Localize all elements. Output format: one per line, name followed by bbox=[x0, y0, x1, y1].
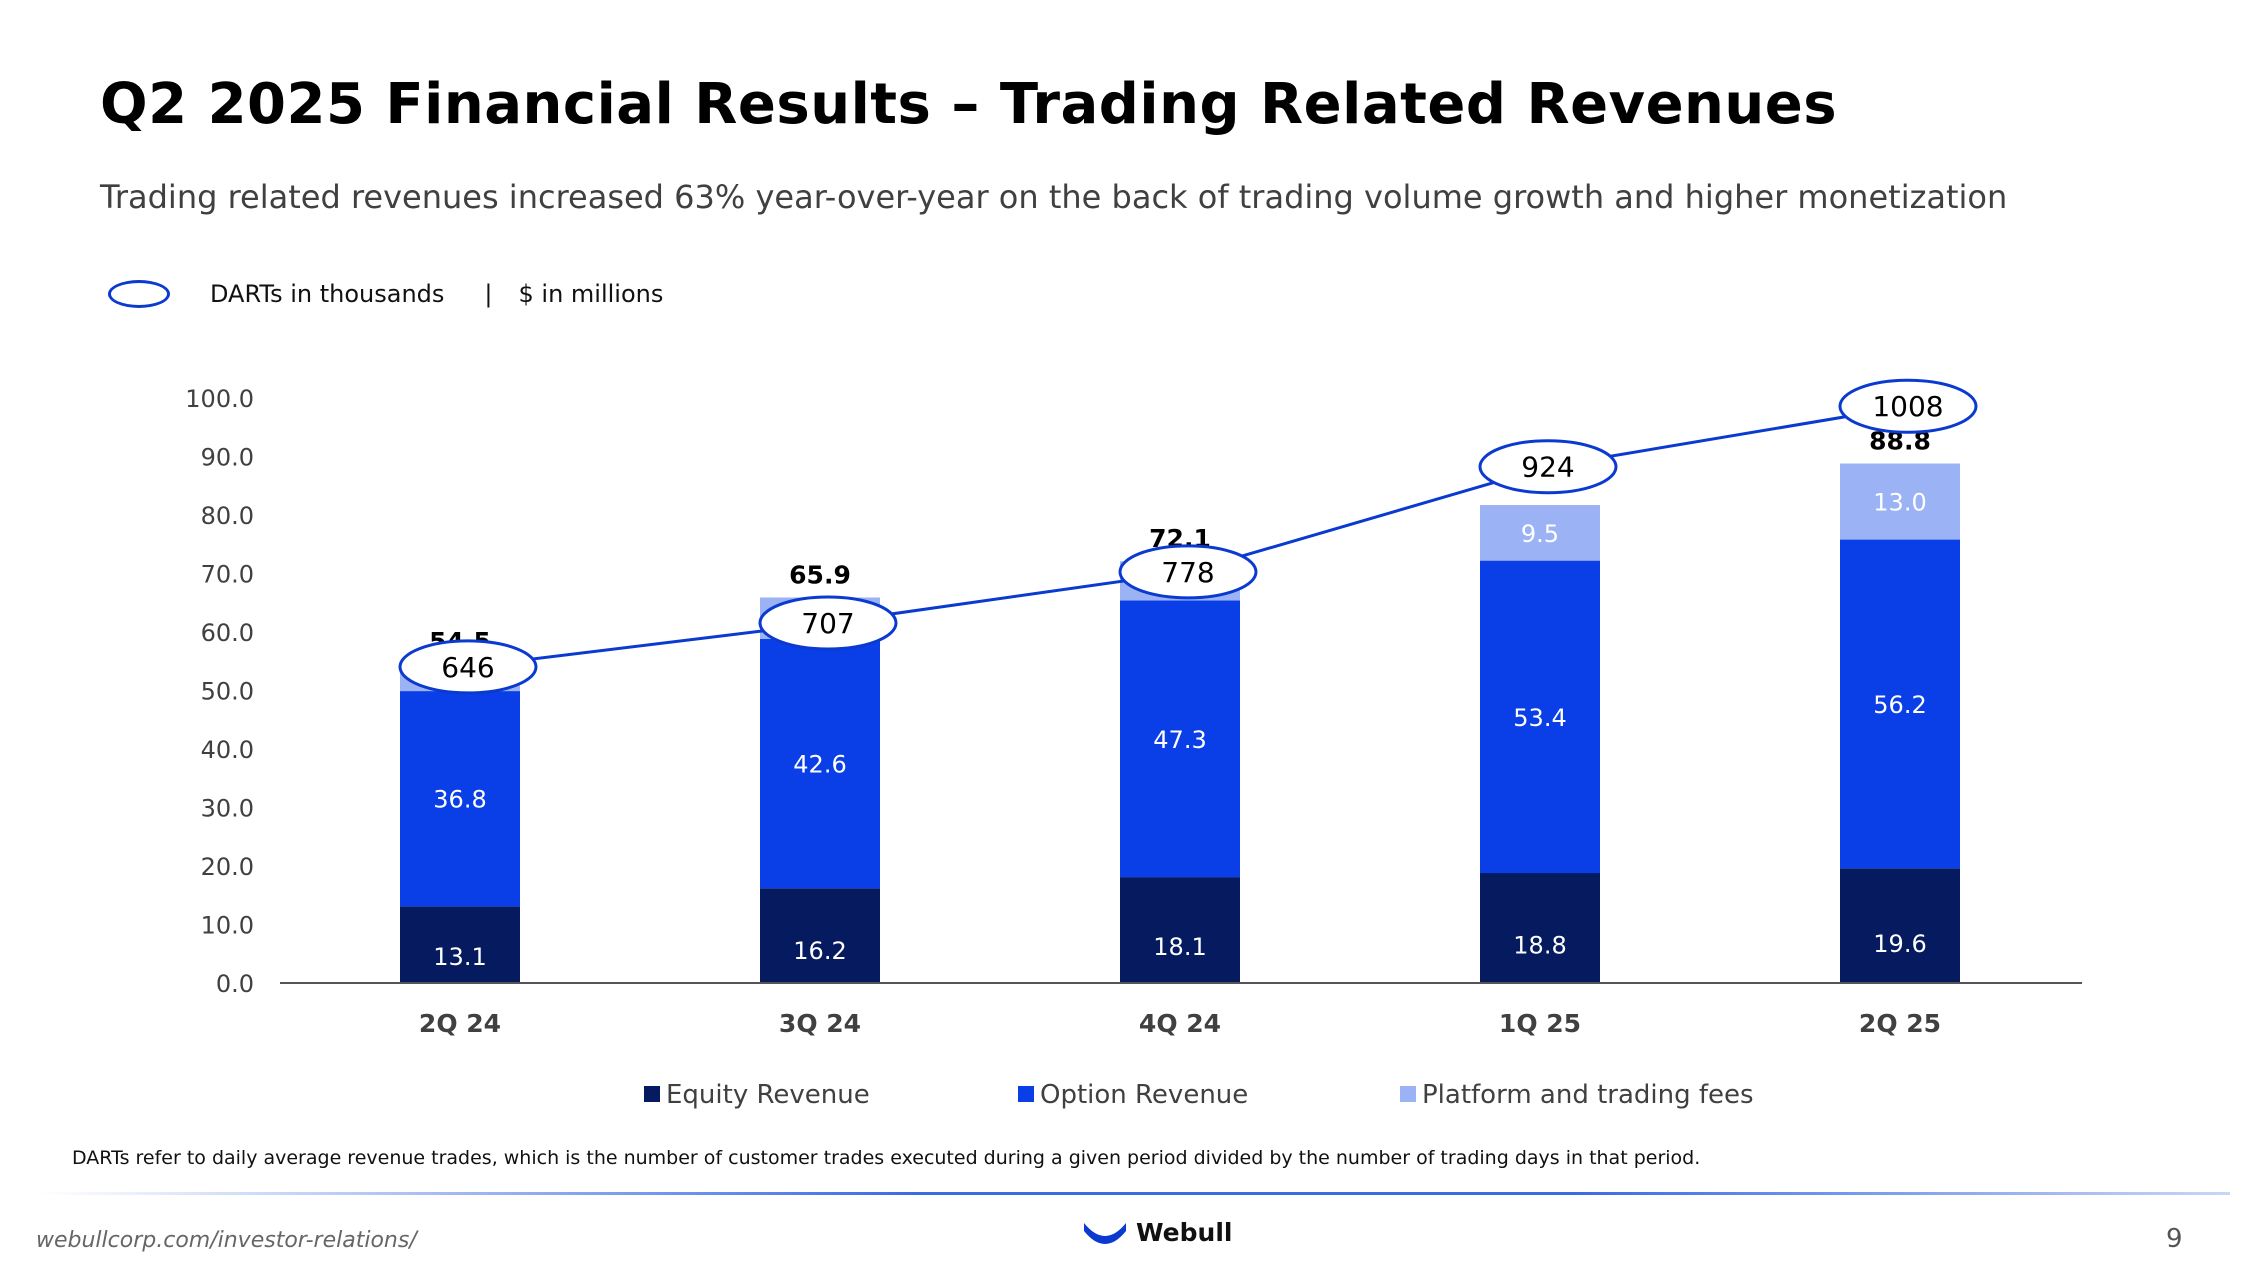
y-tick-label: 10.0 bbox=[201, 912, 254, 940]
footer-divider bbox=[40, 1192, 2230, 1195]
legend-label: Platform and trading fees bbox=[1422, 1080, 1754, 1110]
legend-swatch bbox=[1018, 1086, 1034, 1102]
page-title: Q2 2025 Financial Results – Trading Rela… bbox=[100, 72, 1838, 137]
legend-label: Equity Revenue bbox=[666, 1080, 870, 1110]
x-tick-label: 2Q 25 bbox=[1859, 1009, 1941, 1038]
units-label: $ in millions bbox=[518, 280, 664, 308]
bar-segment-option bbox=[1480, 560, 1600, 874]
bar-segment-platform bbox=[1840, 463, 1960, 540]
bar-segment-option bbox=[760, 639, 880, 889]
y-tick-label: 90.0 bbox=[201, 444, 254, 472]
bar-value-label: 42.6 bbox=[793, 751, 846, 779]
bar-segment-equity bbox=[760, 888, 880, 983]
bar-segment-equity bbox=[1120, 877, 1240, 983]
darts-value-label: 1008 bbox=[1872, 390, 1943, 423]
y-tick-label: 60.0 bbox=[201, 619, 254, 647]
y-tick-label: 80.0 bbox=[201, 502, 254, 530]
webull-logo-icon bbox=[1084, 1222, 1126, 1244]
legend-separator: | bbox=[484, 280, 493, 308]
trading-revenue-chart: 0.0 10.0 20.0 30.0 40.0 50.0 60.0 70.0 80.0 90.0 1… bbox=[185, 378, 2082, 1110]
footnote: DARTs refer to daily average revenue tra… bbox=[72, 1147, 1701, 1169]
bar-value-label: 56.2 bbox=[1873, 691, 1926, 719]
darts-oval-icon bbox=[108, 280, 170, 308]
bar-value-label: 18.1 bbox=[1153, 933, 1206, 961]
bar-value-label: 53.4 bbox=[1513, 704, 1566, 732]
units-legend: DARTs in thousands | $ in millions bbox=[108, 274, 663, 314]
footer-url[interactable]: webullcorp.com/investor-relations/ bbox=[36, 1228, 417, 1253]
y-tick-label: 50.0 bbox=[201, 678, 254, 706]
y-tick-label: 30.0 bbox=[201, 795, 254, 823]
darts-marker bbox=[758, 595, 898, 651]
x-tick-label: 2Q 24 bbox=[419, 1009, 501, 1038]
x-tick-label: 1Q 25 bbox=[1499, 1009, 1581, 1038]
x-tick-label: 4Q 24 bbox=[1139, 1009, 1221, 1038]
bar-segment-option bbox=[1120, 600, 1240, 878]
page-number: 9 bbox=[2166, 1224, 2183, 1254]
page-subtitle: Trading related revenues increased 63% y… bbox=[100, 178, 2008, 216]
legend-label: Option Revenue bbox=[1040, 1080, 1248, 1110]
bar-value-label: 18.8 bbox=[1513, 932, 1566, 960]
darts-value-label: 924 bbox=[1521, 451, 1574, 484]
bar-segment-platform bbox=[1480, 505, 1600, 561]
bar-value-label: 13.0 bbox=[1873, 489, 1926, 517]
darts-value-label: 646 bbox=[441, 651, 494, 684]
bar-value-label: 47.3 bbox=[1153, 726, 1206, 754]
darts-value-label: 707 bbox=[801, 607, 854, 640]
bar-segment-equity bbox=[1480, 873, 1600, 983]
bar-value-label: 9.5 bbox=[1521, 520, 1559, 548]
darts-legend-label: DARTs in thousands bbox=[210, 280, 445, 308]
y-tick-label: 40.0 bbox=[201, 736, 254, 764]
bar-value-label: 16.2 bbox=[793, 937, 846, 965]
bar-value-label: 13.1 bbox=[433, 943, 486, 971]
bar-value-label: 19.6 bbox=[1873, 930, 1926, 958]
y-tick-label: 20.0 bbox=[201, 853, 254, 881]
bar-segment-option bbox=[400, 691, 520, 907]
darts-marker bbox=[1838, 378, 1978, 434]
bar-total-label: 65.9 bbox=[789, 560, 851, 589]
y-tick-label: 100.0 bbox=[185, 385, 254, 413]
x-tick-label: 3Q 24 bbox=[779, 1009, 861, 1038]
darts-value-label: 778 bbox=[1161, 556, 1214, 589]
bar-segment-option bbox=[1840, 539, 1960, 869]
darts-marker bbox=[1118, 544, 1258, 600]
darts-marker bbox=[1478, 439, 1618, 495]
webull-logo: Webull bbox=[1082, 1218, 1232, 1247]
brand-name: Webull bbox=[1136, 1218, 1233, 1247]
bar-segment-equity bbox=[1840, 868, 1960, 983]
bar-segment-equity bbox=[400, 906, 520, 983]
y-tick-label: 70.0 bbox=[201, 561, 254, 589]
y-tick-label: 0.0 bbox=[216, 970, 254, 998]
bar-value-label: 36.8 bbox=[433, 786, 486, 814]
legend-swatch bbox=[1400, 1086, 1416, 1102]
darts-marker bbox=[398, 639, 538, 695]
legend-swatch bbox=[644, 1086, 660, 1102]
